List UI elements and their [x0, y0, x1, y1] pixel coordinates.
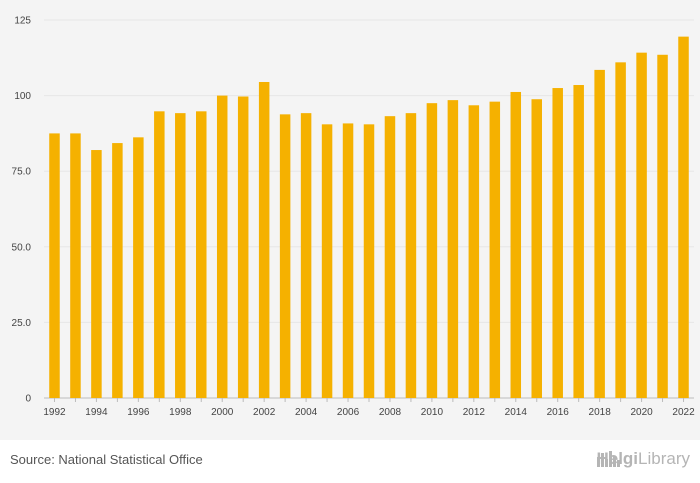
- x-tick-label: 2004: [295, 407, 318, 418]
- source-note: Source: National Statistical Office: [10, 452, 203, 467]
- x-tick-label: 2022: [672, 407, 695, 418]
- bar-1995[interactable]: [112, 143, 123, 398]
- x-tick-label: 1996: [127, 407, 150, 418]
- bar-1996[interactable]: [133, 137, 144, 398]
- x-tick-label: 1998: [169, 407, 192, 418]
- bar-2022[interactable]: [678, 36, 689, 399]
- x-tick-label: 2006: [337, 407, 360, 418]
- bar-2015[interactable]: [531, 99, 542, 399]
- y-tick-label: 50.0: [12, 242, 32, 253]
- x-tick-label: 2008: [379, 407, 402, 418]
- bar-2005[interactable]: [321, 124, 333, 398]
- bar-1997[interactable]: [154, 111, 165, 398]
- logo-text-thin: Library: [638, 449, 690, 468]
- bar-2000[interactable]: [216, 95, 228, 398]
- bar-2017[interactable]: [573, 85, 584, 399]
- bar-2004[interactable]: [300, 113, 312, 399]
- bar-2014[interactable]: [510, 91, 522, 399]
- x-tick-label: 2000: [211, 407, 234, 418]
- bar-1992[interactable]: [49, 133, 60, 398]
- y-tick-label: 25.0: [12, 318, 32, 329]
- bar-1998[interactable]: [175, 113, 186, 399]
- bar-1994[interactable]: [91, 150, 102, 398]
- bar-2013[interactable]: [489, 101, 501, 398]
- bar-2018[interactable]: [594, 69, 605, 399]
- city-skyline-icon: [597, 451, 621, 467]
- x-tick-label: 2012: [463, 407, 486, 418]
- x-tick-label: 2002: [253, 407, 276, 418]
- x-tick-label: 1992: [43, 407, 66, 418]
- x-tick-label: 2016: [547, 407, 570, 418]
- bar-2011[interactable]: [447, 100, 459, 399]
- x-tick-label: 2010: [421, 407, 444, 418]
- bar-2003[interactable]: [279, 114, 291, 398]
- y-tick-label: 75.0: [12, 167, 32, 178]
- x-tick-label: 2014: [505, 407, 528, 418]
- plot-area: 0 25.0 50.0 75.0 100 125 1992 1994 1996 1998 2000 2…: [0, 0, 700, 440]
- bar-2002[interactable]: [258, 81, 270, 398]
- bar-1999[interactable]: [196, 111, 207, 398]
- bar-2007[interactable]: [363, 124, 375, 398]
- bar-2009[interactable]: [405, 113, 417, 399]
- bar-1993[interactable]: [70, 133, 81, 398]
- bar-2001[interactable]: [237, 96, 249, 398]
- y-tick-label: 125: [14, 16, 31, 27]
- bar-2016[interactable]: [552, 88, 563, 398]
- bar-2008[interactable]: [384, 116, 396, 398]
- x-tick-label: 2020: [630, 407, 653, 418]
- bar-2019[interactable]: [615, 62, 626, 398]
- x-tick-label: 2018: [589, 407, 612, 418]
- bar-2020[interactable]: [636, 52, 647, 398]
- bar-2010[interactable]: [426, 103, 438, 398]
- bar-2012[interactable]: [468, 105, 480, 399]
- bar-2021[interactable]: [657, 54, 668, 398]
- y-tick-label: 0: [25, 394, 31, 405]
- helgi-library-logo[interactable]: HelgiLibrary: [596, 449, 690, 469]
- bar-chart: 0 25.0 50.0 75.0 100 125 1992 1994 1996 1998 2000 2…: [12, 16, 696, 419]
- y-tick-label: 100: [14, 91, 31, 102]
- footer: Source: National Statistical Office Helg…: [0, 440, 700, 483]
- x-tick-label: 1994: [85, 407, 108, 418]
- bar-2006[interactable]: [342, 123, 354, 398]
